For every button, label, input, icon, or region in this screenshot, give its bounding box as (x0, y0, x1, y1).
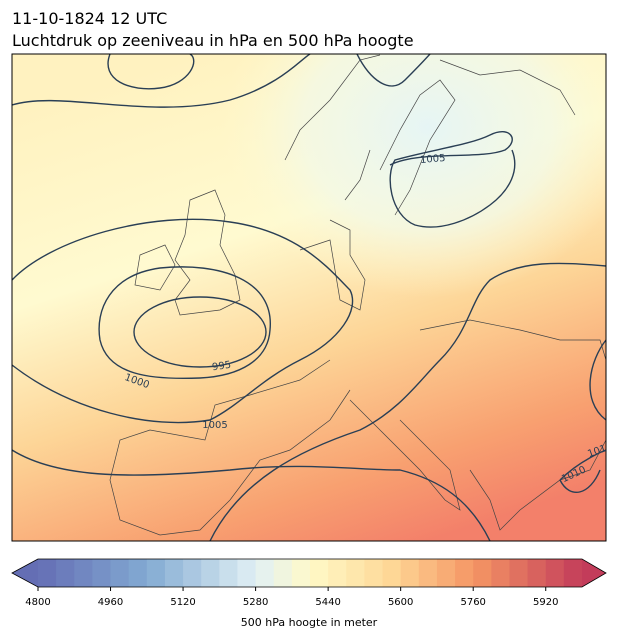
colorbar: 4800 4960 5120 5280 5440 5600 5760 5920 (11, 558, 607, 608)
colorbar-outline (11, 558, 607, 588)
title: Luchtdruk op zeeniveau in hPa en 500 hPa… (12, 31, 414, 50)
colorbar-segment (527, 559, 547, 587)
colorbar-segment (436, 559, 456, 587)
colorbar-tick-label: 5280 (243, 597, 268, 608)
colorbar-segment (219, 559, 238, 587)
colorbar-segment (382, 559, 402, 587)
colorbar-segment (310, 559, 329, 587)
colorbar-extend-low (12, 559, 38, 587)
date: 11-10-1824 12 UTC (12, 9, 167, 28)
colorbar-segment (92, 559, 112, 587)
colorbar-extend-high (582, 559, 606, 587)
colorbar-segment (563, 559, 583, 587)
contour-label: 995 (211, 360, 231, 374)
colorbar-segment (509, 559, 529, 587)
colorbar-segment (128, 559, 148, 587)
colorbar-segment (164, 559, 184, 587)
colorbar-tick-label: 5600 (388, 597, 413, 608)
colorbar-segment (545, 559, 565, 587)
colorbar-tick-label: 5760 (460, 597, 485, 608)
colorbar-segment (473, 559, 492, 587)
colorbar-segment (346, 559, 365, 587)
colorbar-label: 500 hPa hoogte in meter (241, 616, 378, 629)
colorbar-segment (291, 559, 311, 587)
colorbar-segment (491, 559, 510, 587)
colorbar-segment (328, 559, 347, 587)
colorbar-segment (146, 559, 166, 587)
map (12, 54, 606, 541)
colorbar-segment (273, 559, 293, 587)
colorbar-segment (201, 559, 220, 587)
contour-label: 1005 (202, 420, 227, 431)
colorbar-tick-label: 4800 (25, 597, 50, 608)
colorbar-tick-label: 5920 (533, 597, 558, 608)
map-frame (11, 53, 607, 542)
colorbar-segment (400, 559, 420, 587)
colorbar-segment (38, 559, 57, 587)
colorbar-segment (183, 559, 202, 587)
colorbar-segment (74, 559, 93, 587)
colorbar-segment (418, 559, 438, 587)
colorbar-segment (455, 559, 474, 587)
colorbar-segment (237, 559, 257, 587)
colorbar-segment (255, 559, 275, 587)
contour-label: 1005 (420, 153, 446, 166)
colorbar-tick-label: 5120 (170, 597, 195, 608)
colorbar-tick-label: 5440 (315, 597, 340, 608)
colorbar-segment (110, 559, 130, 587)
colorbar-segment (364, 559, 384, 587)
colorbar-tick-label: 4960 (98, 597, 123, 608)
colorbar-segment (56, 559, 75, 587)
